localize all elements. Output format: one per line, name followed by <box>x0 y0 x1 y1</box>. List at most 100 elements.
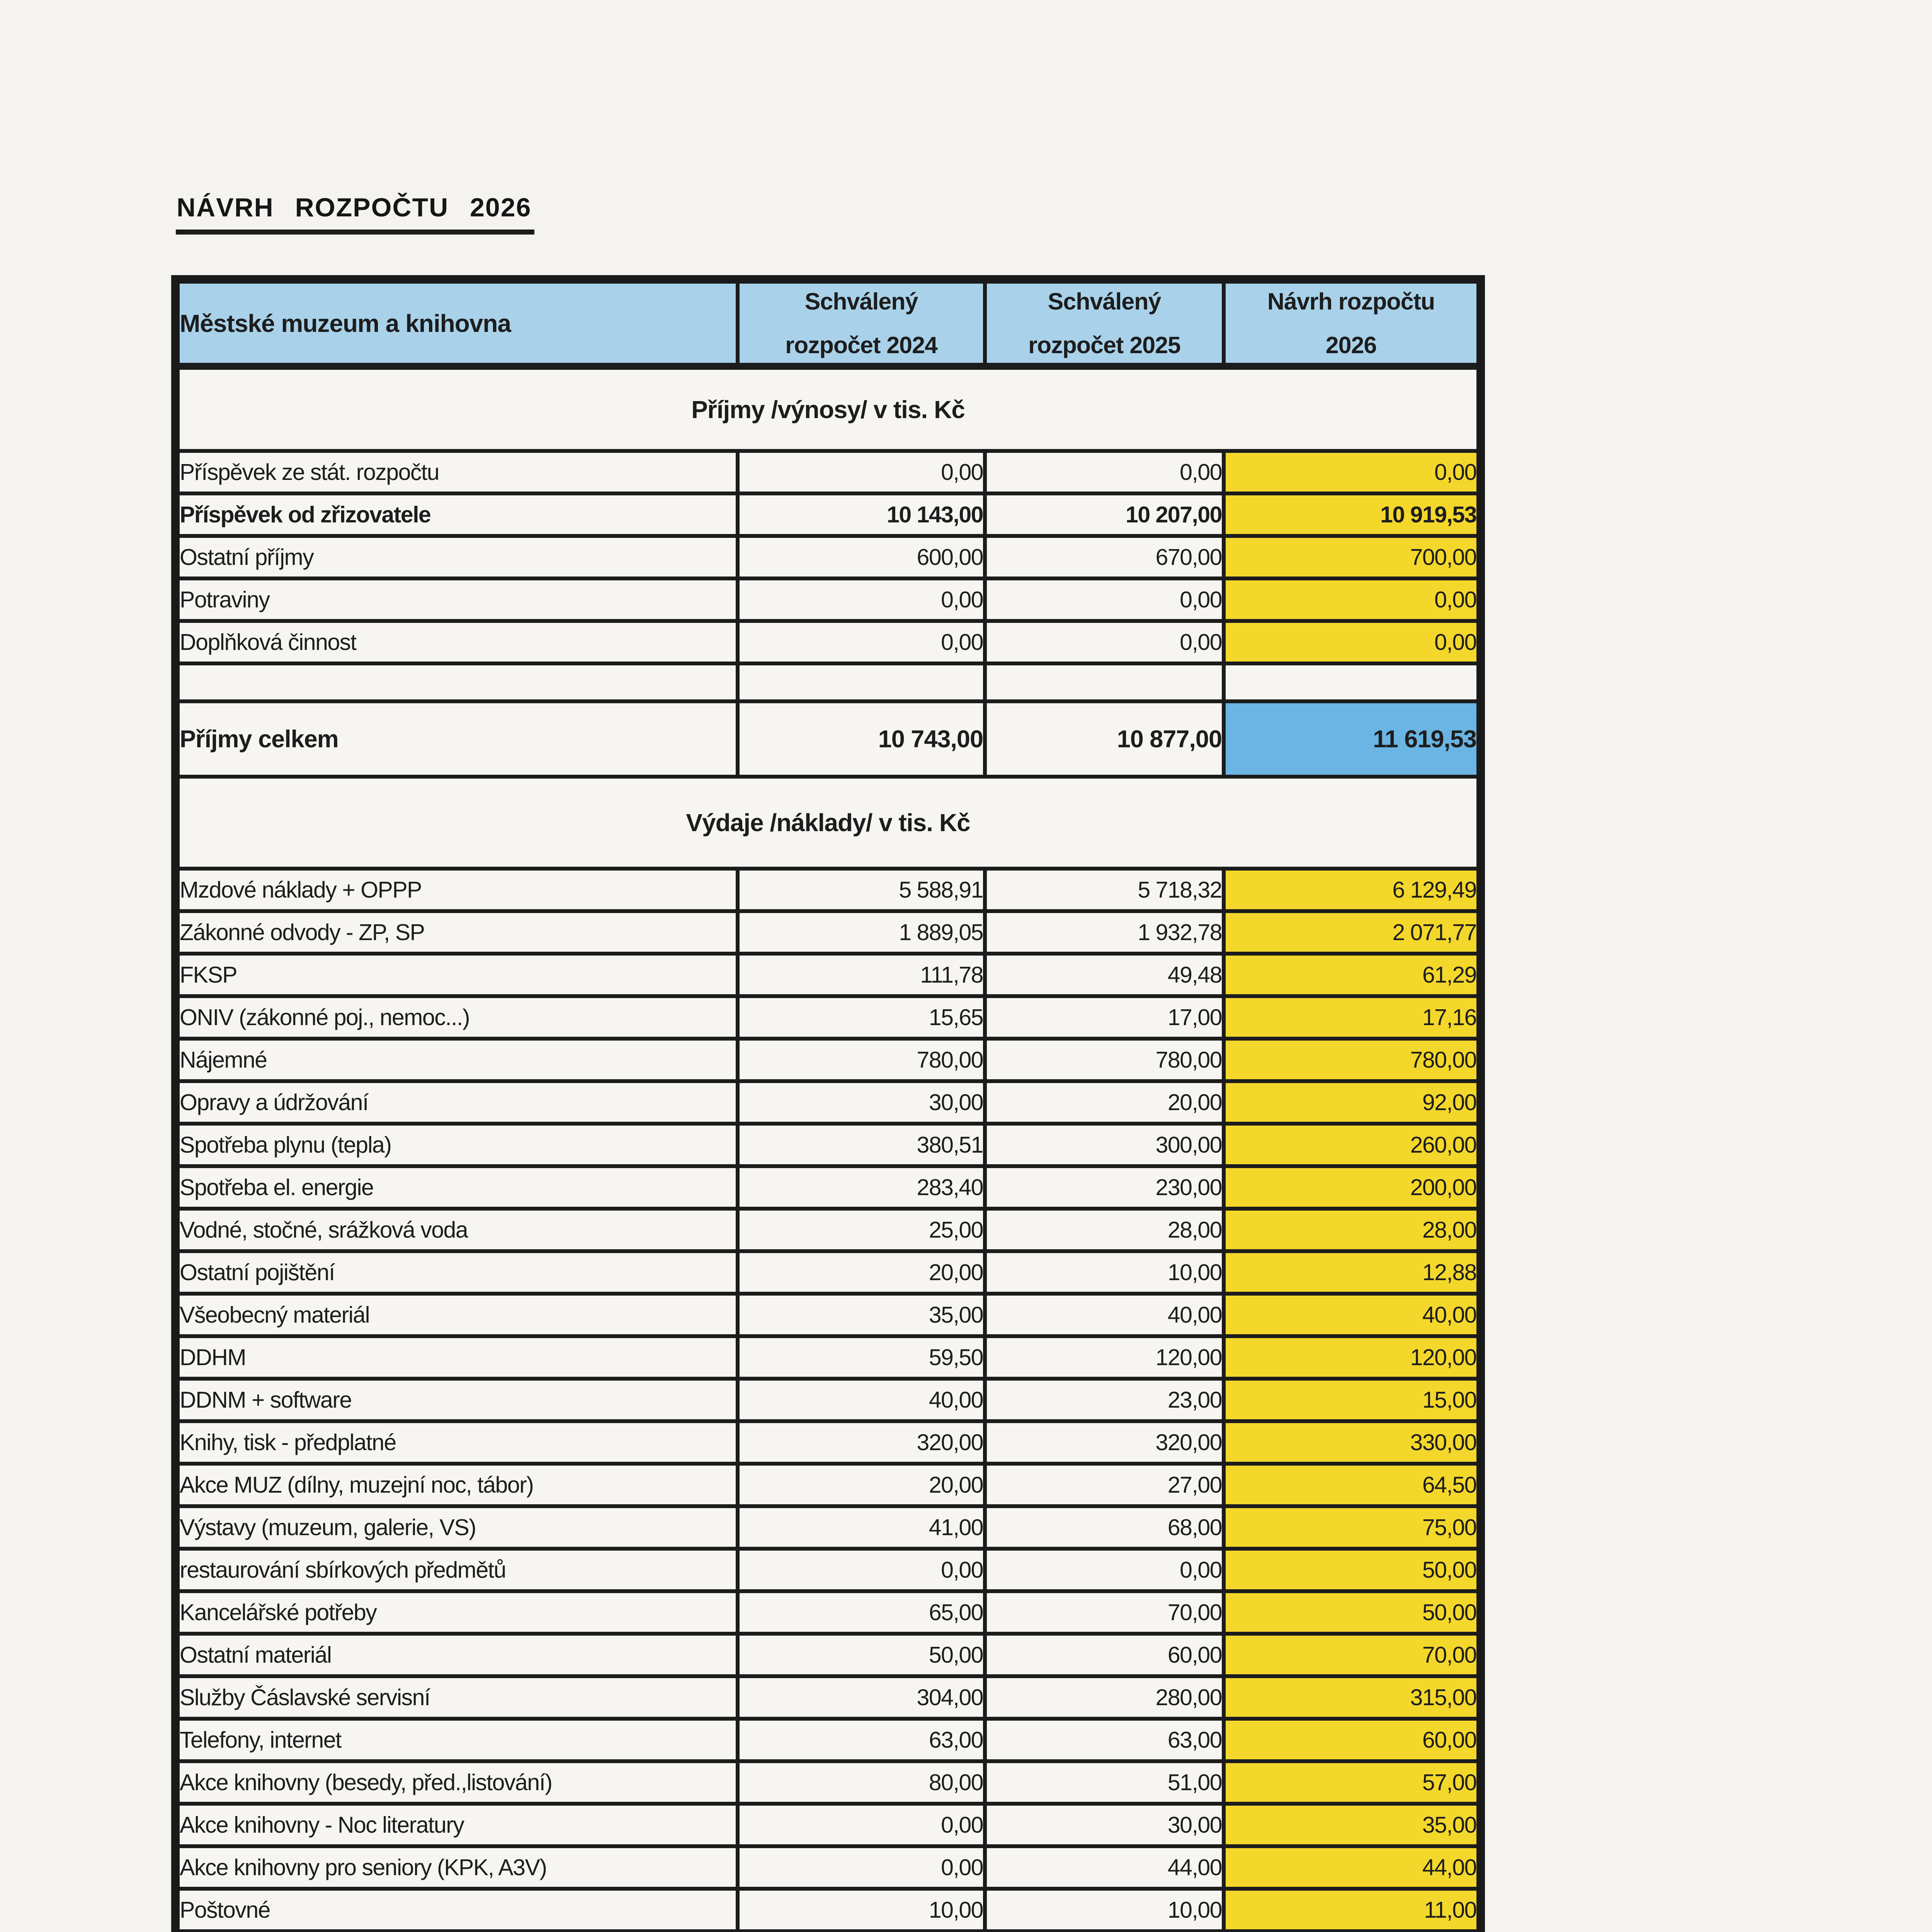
row-label: Zákonné odvody - ZP, SP <box>173 909 740 956</box>
value-2026: 700,00 <box>1222 534 1483 580</box>
table-row: DDNM + software 40,00 23,00 15,00 <box>173 1377 1483 1423</box>
value-2025: 1 932,78 <box>983 909 1226 956</box>
value-2026: 2 071,77 <box>1222 909 1483 956</box>
table-row: Akce knihovny - Noc literatury 0,00 30,00 3… <box>173 1802 1483 1848</box>
value-2025: 0,00 <box>983 619 1226 665</box>
table-row: Ostatní příjmy 600,00 670,00 700,00 <box>173 534 1483 580</box>
value-2026: 70,00 <box>1222 1632 1483 1678</box>
expense-section-header-label: Výdaje /náklady/ v tis. Kč <box>173 775 1483 871</box>
value-2026: 50,00 <box>1222 1589 1483 1636</box>
value-2025: 51,00 <box>983 1759 1226 1806</box>
value-2025: 10 207,00 <box>983 492 1226 538</box>
value-2024: 0,00 <box>736 619 987 665</box>
value-2026: 64,50 <box>1222 1462 1483 1508</box>
table-row: Ostatní pojištění 20,00 10,00 12,88 <box>173 1249 1483 1296</box>
value-2026: 260,00 <box>1222 1122 1483 1168</box>
value-2026: 200,00 <box>1222 1164 1483 1211</box>
income-section-header-label: Příjmy /výnosy/ v tis. Kč <box>173 364 1483 453</box>
value-2024: 50,00 <box>736 1632 987 1678</box>
value-2024: 40,00 <box>736 1377 987 1423</box>
row-label: Vodné, stočné, srážková voda <box>173 1207 740 1253</box>
value-2024: 15,65 <box>736 994 987 1041</box>
table-row: restaurování sbírkových předmětů 0,00 0,00… <box>173 1547 1483 1593</box>
table-row: Akce knihovny (besedy, před.,listování) 8… <box>173 1759 1483 1806</box>
row-label: ONIV (zákonné poj., nemoc...) <box>173 994 740 1041</box>
value-2024: 780,00 <box>736 1037 987 1083</box>
value-2024: 0,00 <box>736 1547 987 1593</box>
table-row: Všeobecný materiál 35,00 40,00 40,00 <box>173 1292 1483 1338</box>
empty-cell <box>173 662 740 703</box>
value-2026: 50,00 <box>1222 1547 1483 1593</box>
table-row: Příspěvek od zřizovatele 10 143,00 10 207,… <box>173 492 1483 538</box>
value-2024: 1 889,05 <box>736 909 987 956</box>
value-2025: 10,00 <box>983 1249 1226 1296</box>
table-row: Příspěvek ze stát. rozpočtu 0,00 0,00 0,00 <box>173 449 1483 495</box>
col-header-2024: Schválený rozpočet 2024 <box>736 277 987 370</box>
value-2026: 315,00 <box>1222 1674 1483 1721</box>
col-header-2026-line2: 2026 <box>1325 332 1377 358</box>
col-header-2026-line1: Návrh rozpočtu <box>1267 288 1435 315</box>
value-2026: 10 919,53 <box>1222 492 1483 538</box>
value-2026: 11,00 <box>1222 1887 1483 1932</box>
value-2024: 25,00 <box>736 1207 987 1253</box>
table-row: Mzdové náklady + OPPP 5 588,91 5 718,32 6 1… <box>173 867 1483 913</box>
value-2025: 320,00 <box>983 1419 1226 1466</box>
income-section-header: Příjmy /výnosy/ v tis. Kč <box>173 364 1483 453</box>
value-2025: 40,00 <box>983 1292 1226 1338</box>
row-label: Příjmy celkem <box>173 699 740 779</box>
value-2025: 120,00 <box>983 1334 1226 1381</box>
budget-table: Městské muzeum a knihovna Schválený rozp… <box>171 275 1485 1932</box>
value-2026: 12,88 <box>1222 1249 1483 1296</box>
row-label: Doplňková činnost <box>173 619 740 665</box>
value-2024: 65,00 <box>736 1589 987 1636</box>
table-row: FKSP 111,78 49,48 61,29 <box>173 952 1483 998</box>
value-2026: 28,00 <box>1222 1207 1483 1253</box>
row-label: Opravy a údržování <box>173 1079 740 1126</box>
value-2026: 44,00 <box>1222 1844 1483 1891</box>
value-2026: 17,16 <box>1222 994 1483 1041</box>
value-2026: 6 129,49 <box>1222 867 1483 913</box>
row-label: Služby Čáslavské servisní <box>173 1674 740 1721</box>
table-row: Opravy a údržování 30,00 20,00 92,00 <box>173 1079 1483 1126</box>
value-2025: 68,00 <box>983 1504 1226 1551</box>
row-label: Příspěvek od zřizovatele <box>173 492 740 538</box>
col-header-2025-line2: rozpočet 2025 <box>1028 332 1181 358</box>
table-row: Spotřeba plynu (tepla) 380,51 300,00 260,00 <box>173 1122 1483 1168</box>
value-2024: 380,51 <box>736 1122 987 1168</box>
table-row: Akce knihovny pro seniory (KPK, A3V) 0,00… <box>173 1844 1483 1891</box>
value-2025: 23,00 <box>983 1377 1226 1423</box>
value-2025: 27,00 <box>983 1462 1226 1508</box>
value-2025: 30,00 <box>983 1802 1226 1848</box>
row-label: Mzdové náklady + OPPP <box>173 867 740 913</box>
empty-cell <box>736 662 987 703</box>
row-label: Ostatní materiál <box>173 1632 740 1678</box>
row-label: Telefony, internet <box>173 1717 740 1763</box>
table-row: Knihy, tisk - předplatné 320,00 320,00 330,… <box>173 1419 1483 1466</box>
value-2026: 60,00 <box>1222 1717 1483 1763</box>
value-2026: 40,00 <box>1222 1292 1483 1338</box>
value-2025: 60,00 <box>983 1632 1226 1678</box>
value-2025: 0,00 <box>983 577 1226 623</box>
table-row: Ostatní materiál 50,00 60,00 70,00 <box>173 1632 1483 1678</box>
value-2025: 49,48 <box>983 952 1226 998</box>
col-header-2025: Schválený rozpočet 2025 <box>983 277 1226 370</box>
value-2025: 70,00 <box>983 1589 1226 1636</box>
value-2025: 17,00 <box>983 994 1226 1041</box>
col-header-2026: Návrh rozpočtu 2026 <box>1222 277 1483 370</box>
value-2024: 304,00 <box>736 1674 987 1721</box>
table-row: Telefony, internet 63,00 63,00 60,00 <box>173 1717 1483 1763</box>
row-label: Akce knihovny (besedy, před.,listování) <box>173 1759 740 1806</box>
org-name-header: Městské muzeum a knihovna <box>173 277 740 370</box>
value-2026: 780,00 <box>1222 1037 1483 1083</box>
row-label: Ostatní příjmy <box>173 534 740 580</box>
table-row: Potraviny 0,00 0,00 0,00 <box>173 577 1483 623</box>
value-2025: 0,00 <box>983 1547 1226 1593</box>
value-2024: 320,00 <box>736 1419 987 1466</box>
row-label: Akce knihovny pro seniory (KPK, A3V) <box>173 1844 740 1891</box>
table-row: Akce MUZ (dílny, muzejní noc, tábor) 20,0… <box>173 1462 1483 1508</box>
value-2025: 10 877,00 <box>983 699 1226 779</box>
col-header-2024-line2: rozpočet 2024 <box>785 332 938 358</box>
value-2024: 80,00 <box>736 1759 987 1806</box>
row-label: Poštovné <box>173 1887 740 1932</box>
value-2026: 75,00 <box>1222 1504 1483 1551</box>
